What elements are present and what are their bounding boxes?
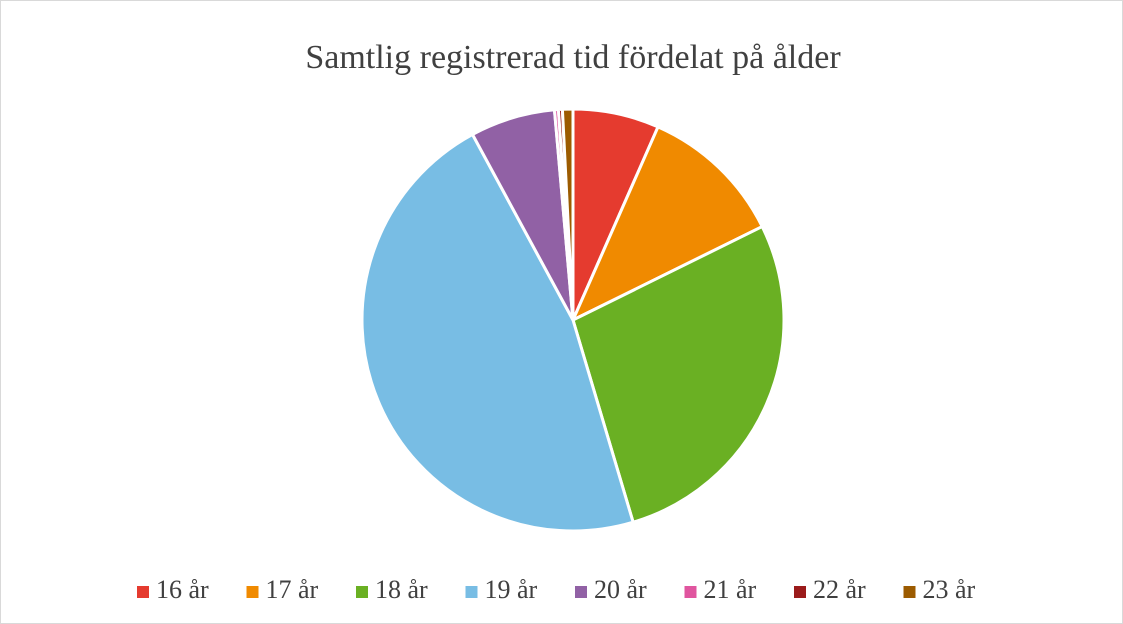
- legend-swatch: [246, 586, 259, 598]
- legend-swatch: [903, 586, 916, 598]
- legend-swatch: [465, 586, 478, 598]
- legend-label: 21 år: [704, 575, 757, 604]
- pie-slice: [560, 107, 575, 321]
- pie-slice: [360, 132, 636, 533]
- legend-label: 19 år: [485, 575, 538, 604]
- legend-swatch: [794, 586, 806, 598]
- legend-swatch: [684, 586, 697, 598]
- legend-swatch: [575, 586, 587, 598]
- legend-label: 22 år: [813, 575, 866, 604]
- legend-label: 23 år: [923, 575, 976, 604]
- legend-label: 18 år: [375, 575, 428, 604]
- legend-label: 17 år: [266, 575, 319, 604]
- legend-swatch: [356, 586, 368, 598]
- legend-label: 16 år: [156, 575, 209, 604]
- legend-swatch: [137, 586, 149, 598]
- chart-title: Samtlig registrerad tid fördelat på ålde…: [305, 39, 841, 76]
- legend-label: 20 år: [594, 575, 647, 604]
- pie-slice: [569, 124, 765, 324]
- pie-slice: [571, 224, 786, 525]
